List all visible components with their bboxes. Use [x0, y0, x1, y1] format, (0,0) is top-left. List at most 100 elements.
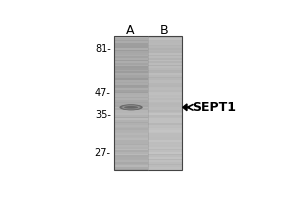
Polygon shape	[183, 104, 187, 111]
Bar	[148, 61, 182, 63]
Bar	[148, 115, 182, 117]
Bar	[148, 60, 182, 61]
Bar	[114, 160, 148, 162]
Bar	[148, 107, 182, 108]
Bar	[148, 164, 182, 165]
Bar	[114, 70, 148, 71]
Bar	[114, 75, 148, 77]
Bar	[114, 145, 148, 147]
Bar	[114, 103, 148, 105]
Bar	[148, 152, 182, 154]
Bar	[114, 95, 148, 97]
Bar	[114, 38, 148, 40]
Bar	[148, 140, 182, 142]
Bar	[114, 152, 148, 154]
Bar	[148, 73, 182, 75]
Bar	[114, 90, 148, 92]
Ellipse shape	[120, 104, 142, 110]
Bar	[114, 45, 148, 46]
Bar	[114, 56, 148, 58]
Bar	[148, 100, 182, 102]
Text: 81-: 81-	[95, 44, 111, 54]
Bar	[114, 127, 148, 128]
Bar	[148, 144, 182, 145]
Bar	[114, 43, 148, 45]
Text: 27-: 27-	[95, 148, 111, 158]
Bar	[148, 127, 182, 128]
Text: A: A	[126, 24, 135, 37]
Bar	[114, 51, 148, 53]
Text: SEPT1: SEPT1	[192, 101, 236, 114]
Bar	[114, 107, 148, 108]
Bar	[148, 147, 182, 149]
Bar	[114, 105, 148, 107]
Ellipse shape	[120, 105, 142, 110]
Bar	[114, 36, 182, 170]
Bar	[148, 88, 182, 90]
Bar	[148, 102, 182, 103]
Bar	[148, 133, 182, 135]
Ellipse shape	[119, 104, 143, 110]
Text: B: B	[160, 24, 169, 37]
Bar	[148, 55, 182, 56]
Bar	[148, 53, 182, 55]
Bar	[148, 113, 182, 115]
Bar	[114, 142, 148, 144]
Bar	[114, 88, 148, 90]
Bar	[148, 56, 182, 58]
Bar	[114, 53, 148, 55]
Bar	[148, 70, 182, 71]
Bar	[148, 45, 182, 46]
Bar	[114, 97, 148, 98]
Bar	[114, 50, 148, 51]
Bar	[148, 125, 182, 127]
Bar	[148, 155, 182, 157]
Bar	[148, 71, 182, 73]
Ellipse shape	[124, 106, 138, 109]
Bar	[114, 125, 148, 127]
Bar	[148, 105, 182, 107]
Bar	[114, 87, 148, 88]
Bar	[114, 108, 148, 110]
Ellipse shape	[121, 105, 142, 110]
Bar	[114, 128, 148, 130]
Bar	[114, 140, 148, 142]
Ellipse shape	[122, 105, 140, 109]
Bar	[114, 55, 148, 56]
Bar	[114, 132, 148, 133]
Bar	[148, 169, 182, 170]
Bar	[148, 78, 182, 80]
Bar	[114, 144, 148, 145]
Bar	[148, 138, 182, 140]
Bar	[148, 103, 182, 105]
Bar	[148, 132, 182, 133]
Bar	[148, 80, 182, 82]
Ellipse shape	[120, 105, 142, 110]
Bar	[114, 150, 148, 152]
Bar	[114, 159, 148, 160]
Ellipse shape	[122, 106, 140, 109]
Ellipse shape	[121, 105, 141, 110]
Bar	[148, 68, 182, 70]
Bar	[114, 157, 148, 159]
Bar	[114, 46, 148, 48]
Bar	[148, 149, 182, 150]
Bar	[114, 71, 148, 73]
Bar	[114, 40, 148, 41]
Bar	[114, 117, 148, 118]
Bar	[114, 122, 148, 123]
Bar	[148, 142, 182, 144]
Bar	[114, 165, 148, 167]
Ellipse shape	[121, 105, 141, 110]
Bar	[114, 100, 148, 102]
Bar	[114, 169, 148, 170]
Bar	[114, 130, 148, 132]
Bar	[148, 93, 182, 95]
Bar	[148, 38, 182, 40]
Bar	[114, 85, 148, 87]
Bar	[114, 147, 148, 149]
Bar	[114, 48, 148, 50]
Bar	[114, 137, 148, 138]
Bar	[114, 133, 148, 135]
Bar	[148, 77, 182, 78]
